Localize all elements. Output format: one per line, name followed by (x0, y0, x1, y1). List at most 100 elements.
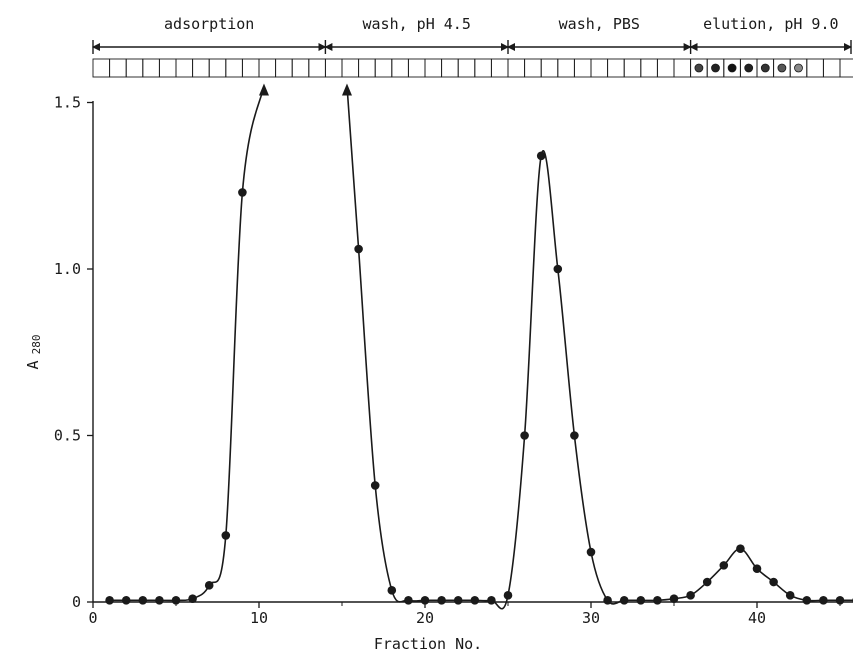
off-scale-arrow (341, 83, 352, 96)
data-point (835, 596, 845, 605)
series-line (109, 85, 265, 602)
data-point (702, 577, 712, 587)
fraction-tube (109, 58, 127, 78)
data-point (603, 596, 612, 605)
fraction-tube (474, 58, 492, 78)
data-point (354, 244, 363, 254)
data-point (636, 596, 646, 605)
fraction-tube (607, 58, 625, 78)
fraction-tube (92, 58, 111, 78)
data-point (553, 264, 563, 274)
phase-label: adsorption (164, 15, 254, 33)
data-point (105, 596, 114, 605)
data-point (370, 481, 380, 490)
y-ticks: 0 0.5 1.0 1.5 (54, 94, 93, 611)
fraction-tube (407, 58, 426, 78)
data-point (619, 596, 629, 605)
data-point (171, 596, 181, 605)
fraction-tube-row (92, 58, 853, 78)
fraction-tube (839, 58, 853, 78)
fraction-tube (590, 58, 609, 78)
data-point (155, 596, 164, 605)
data-point (204, 581, 214, 590)
tube-content-mark (744, 63, 754, 73)
phase-label: elution, pH 9.0 (703, 15, 838, 33)
y-axis-title: A 280 (24, 335, 43, 370)
x-tick-label: 40 (748, 609, 766, 627)
fraction-tube (424, 58, 443, 78)
data-point (769, 577, 778, 587)
fraction-tube (241, 58, 260, 78)
fraction-tube (441, 58, 459, 78)
data-point (503, 591, 513, 600)
fraction-tube (457, 58, 476, 78)
fraction-tube (507, 58, 526, 78)
data-point (536, 151, 546, 161)
tube-content-mark (694, 63, 704, 73)
x-tick-label: 20 (416, 609, 434, 627)
fraction-tube (291, 58, 310, 78)
x-axis-title: Fraction No. (374, 635, 482, 652)
fraction-tube (374, 58, 393, 78)
fraction-tube (192, 58, 210, 78)
data-point (238, 188, 247, 197)
x-tick-label: 0 (88, 609, 97, 627)
x-ticks: 0 10 20 30 40 (88, 602, 841, 627)
tube-content-mark (727, 63, 737, 73)
fraction-tube (208, 58, 227, 78)
tube-content-mark (760, 63, 770, 73)
phase-bar: adsorption wash, pH 4.5 wash, PBS elution, … (92, 15, 852, 54)
fraction-tube (175, 58, 194, 78)
y-tick-label: 1.5 (54, 94, 81, 112)
fraction-tube (341, 58, 360, 78)
fraction-tube (258, 58, 277, 78)
tube-content-mark (777, 63, 787, 73)
plot-area (105, 83, 853, 610)
data-point (570, 431, 579, 440)
data-point (719, 561, 729, 570)
data-point (387, 586, 397, 595)
fraction-tube (656, 58, 675, 78)
data-point (453, 596, 463, 605)
x-tick-label: 30 (582, 609, 600, 627)
fraction-tube (673, 58, 692, 78)
y-axis-title-main: A (24, 360, 42, 369)
svg-text:A280: A 280 (24, 335, 43, 370)
fraction-tube (524, 58, 542, 78)
fraction-tube (324, 58, 343, 78)
series-line (346, 85, 853, 610)
data-point (121, 596, 131, 605)
fraction-tube (806, 58, 824, 78)
data-point (404, 596, 413, 605)
fraction-tube (308, 58, 326, 78)
fraction-tube (358, 58, 376, 78)
off-scale-arrow (258, 83, 269, 96)
phase-label: wash, PBS (559, 15, 640, 33)
data-point (802, 596, 812, 605)
fraction-tube (225, 58, 243, 78)
fraction-tube (490, 58, 509, 78)
data-point (437, 596, 446, 605)
y-tick-label: 0 (72, 593, 81, 611)
data-point (736, 544, 745, 554)
fraction-tube (125, 58, 144, 78)
fraction-tube (275, 58, 293, 78)
fraction-tube (540, 58, 559, 78)
fraction-tube (822, 58, 841, 78)
tube-content-mark (794, 63, 803, 73)
y-tick-label: 1.0 (54, 260, 81, 278)
data-point (520, 431, 529, 440)
data-point (420, 596, 430, 605)
data-point (188, 594, 197, 603)
axes (92, 101, 853, 603)
y-axis-title-subscript: 280 (30, 335, 43, 355)
y-tick-label: 0.5 (54, 427, 81, 445)
x-tick-label: 10 (250, 609, 268, 627)
fraction-tube (623, 58, 642, 78)
data-point (669, 594, 679, 603)
data-point (785, 591, 795, 600)
tube-content-mark (711, 63, 720, 73)
fraction-tube (640, 58, 658, 78)
phase-label: wash, pH 4.5 (363, 15, 471, 33)
